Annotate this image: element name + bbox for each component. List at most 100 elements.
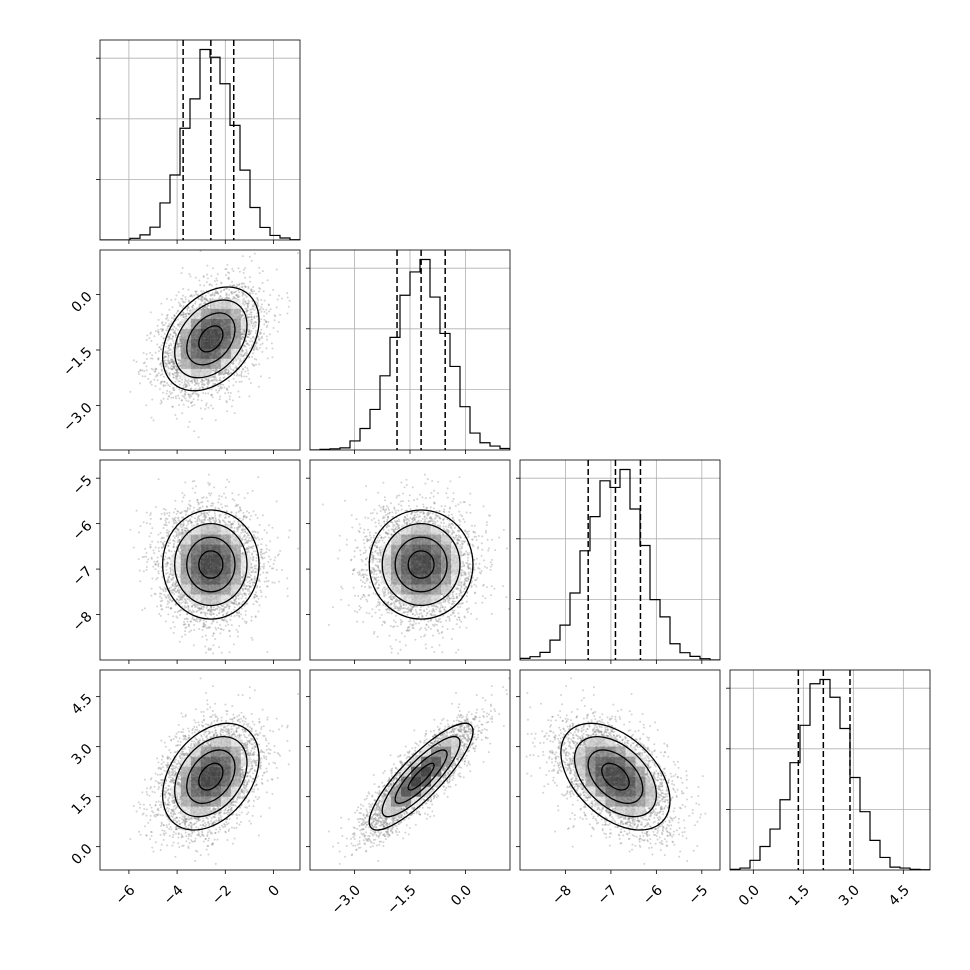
sample-point <box>248 330 251 333</box>
sample-point <box>228 395 231 398</box>
sample-point <box>181 531 184 534</box>
sample-point <box>250 289 253 292</box>
sample-point <box>165 606 168 609</box>
histogram <box>100 48 300 240</box>
density-cell <box>200 368 211 379</box>
sample-point <box>253 337 256 340</box>
sample-point <box>240 337 243 340</box>
sample-point <box>181 378 184 381</box>
sample-point <box>210 294 213 297</box>
sample-point <box>226 372 229 375</box>
sample-point <box>165 569 168 572</box>
sample-point <box>175 346 178 349</box>
sample-point <box>248 300 251 303</box>
sample-point <box>202 386 205 389</box>
sample-point <box>240 597 243 600</box>
sample-point <box>202 625 205 628</box>
sample-point <box>230 405 233 408</box>
sample-point <box>237 510 240 513</box>
sample-point <box>251 304 254 307</box>
sample-point <box>175 368 178 371</box>
sample-point <box>162 385 165 388</box>
sample-point <box>243 331 246 334</box>
sample-point <box>182 316 185 319</box>
sample-point <box>180 399 183 402</box>
sample-point <box>245 309 248 312</box>
sample-point <box>150 367 153 370</box>
sample-point <box>244 276 247 279</box>
sample-point <box>235 285 238 288</box>
sample-point <box>171 405 174 408</box>
sample-point <box>242 332 245 335</box>
sample-point <box>245 340 248 343</box>
sample-point <box>188 625 191 628</box>
sample-point <box>244 370 247 373</box>
sample-point <box>210 404 213 407</box>
sample-point <box>275 268 278 271</box>
sample-point <box>267 560 270 563</box>
sample-point <box>261 342 264 345</box>
sample-point <box>247 299 250 302</box>
sample-point <box>257 299 260 302</box>
sample-point <box>149 373 152 376</box>
sample-point <box>145 357 148 360</box>
sample-point <box>204 515 207 518</box>
sample-point <box>216 273 219 276</box>
sample-point <box>247 333 250 336</box>
sample-point <box>173 342 176 345</box>
sample-point <box>207 382 210 385</box>
sample-point <box>201 501 204 504</box>
sample-point <box>176 343 179 346</box>
sample-point <box>249 308 252 311</box>
sample-point <box>213 280 216 283</box>
sample-point <box>194 300 197 303</box>
sample-point <box>190 515 193 518</box>
sample-point <box>228 288 231 291</box>
sample-point <box>202 619 205 622</box>
sample-point <box>168 385 171 388</box>
sample-point <box>237 363 240 366</box>
sample-point <box>207 292 210 295</box>
sample-point <box>247 336 250 339</box>
sample-point <box>269 294 272 297</box>
sample-point <box>236 373 239 376</box>
sample-point <box>233 297 236 300</box>
sample-point <box>184 630 187 633</box>
sample-point <box>149 381 152 384</box>
sample-point <box>198 607 201 610</box>
sample-point <box>223 368 226 371</box>
sample-point <box>204 614 207 617</box>
sample-point <box>160 555 163 558</box>
sample-point <box>206 381 209 384</box>
sample-point <box>197 436 200 439</box>
sample-point <box>265 576 268 579</box>
sample-point <box>182 316 185 319</box>
sample-point <box>216 279 219 282</box>
sample-point <box>230 290 233 293</box>
sample-point <box>191 604 194 607</box>
sample-point <box>241 551 244 554</box>
sample-point <box>169 333 172 336</box>
sample-point <box>179 609 182 612</box>
sample-point <box>187 523 190 526</box>
sample-point <box>153 560 156 563</box>
sample-point <box>173 365 176 368</box>
sample-point <box>188 312 191 315</box>
sample-point <box>263 318 266 321</box>
sample-point <box>228 385 231 388</box>
sample-point <box>191 306 194 309</box>
sample-point <box>265 347 268 350</box>
sample-point <box>167 613 170 616</box>
sample-point <box>232 377 235 380</box>
sample-point <box>175 371 178 374</box>
sample-point <box>166 316 169 319</box>
sample-point <box>246 315 249 318</box>
sample-point <box>250 288 253 291</box>
sample-point <box>266 279 269 282</box>
sample-point <box>215 283 218 286</box>
sample-point <box>189 393 192 396</box>
sample-point <box>169 393 172 396</box>
sample-point <box>260 318 263 321</box>
sample-point <box>253 315 256 318</box>
sample-point <box>166 325 169 328</box>
